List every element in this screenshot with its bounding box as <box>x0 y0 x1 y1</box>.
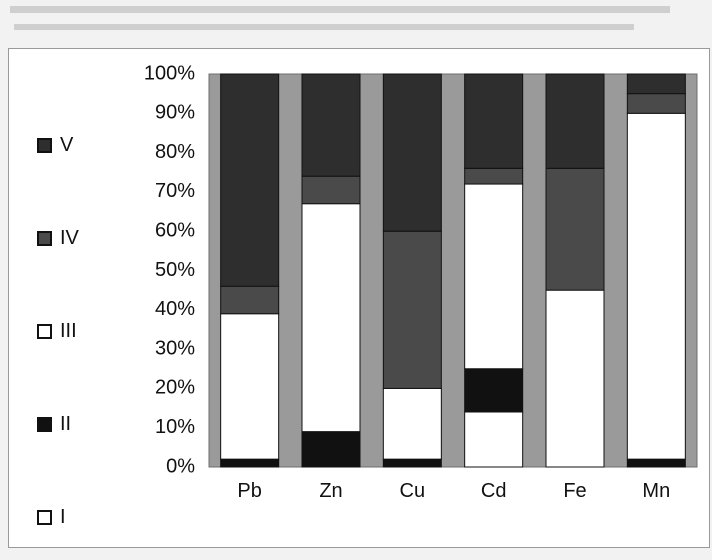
legend-label: V <box>60 134 74 156</box>
chart-panel: 0% 10% 20% 30% 40% 50% 60% 70% 80% 90% 100% Pb Zn Cu… <box>8 48 710 548</box>
y-tick-label: 30% <box>155 337 195 359</box>
legend-swatch <box>37 510 52 525</box>
legend-item-iii: III <box>37 320 77 343</box>
plot-area <box>208 73 698 468</box>
x-tick-label: Zn <box>319 480 342 502</box>
bar-segment-fe-iii <box>545 289 605 468</box>
bar-segment-zn-iii <box>301 203 361 433</box>
legend-label: IV <box>60 227 79 249</box>
legend-item-ii: II <box>37 413 71 436</box>
bar-segment-pb-v <box>220 73 280 287</box>
plot-background <box>208 73 698 468</box>
bar-segment-cd-v <box>464 73 524 169</box>
legend-item-v: V <box>37 134 73 157</box>
bar-segment-zn-v <box>301 73 361 177</box>
bar-segment-pb-iii <box>220 313 280 460</box>
bar-segment-cu-iv <box>382 230 442 389</box>
legend-label: II <box>60 413 72 435</box>
bar-segment-fe-v <box>545 73 605 169</box>
y-tick-label: 60% <box>155 219 195 241</box>
bar-segment-pb-ii <box>220 458 280 468</box>
x-axis-ticks: Pb Zn Cu Cd Fe Mn <box>237 480 670 502</box>
y-tick-label: 10% <box>155 416 195 438</box>
legend-item-iv: IV <box>37 227 79 250</box>
bar-segment-zn-iv <box>301 175 361 205</box>
bar-segment-cd-ii <box>464 368 524 413</box>
bar-segment-mn-iv <box>626 93 686 114</box>
bar-segment-cd-i <box>464 411 524 468</box>
x-tick-label: Cd <box>481 480 507 502</box>
legend-label: I <box>60 506 66 528</box>
bar-segment-mn-iii <box>626 112 686 460</box>
y-axis-ticks: 0% 10% 20% 30% 40% 50% 60% 70% 80% 90% 100% <box>144 62 195 477</box>
y-tick-label: 90% <box>155 102 195 124</box>
y-tick-label: 70% <box>155 180 195 202</box>
legend-swatch <box>37 138 52 153</box>
bar-segment-cd-iii <box>464 183 524 370</box>
y-tick-label: 20% <box>155 377 195 399</box>
bar-segment-cu-iii <box>382 387 442 460</box>
bar-segment-fe-iv <box>545 167 605 291</box>
stacked-bar-chart: 0% 10% 20% 30% 40% 50% 60% 70% 80% 90% 100% Pb Zn Cu… <box>144 62 698 502</box>
y-tick-label: 80% <box>155 141 195 163</box>
y-tick-label: 40% <box>155 298 195 320</box>
bar-segment-zn-ii <box>301 431 361 468</box>
legend-swatch <box>37 324 52 339</box>
bar-segment-pb-iv <box>220 285 280 315</box>
legend-swatch <box>37 231 52 246</box>
bar-segment-cd-iv <box>464 167 524 185</box>
legend-item-i: I <box>37 506 66 529</box>
bar-segment-mn-ii <box>626 458 686 468</box>
y-tick-label: 0% <box>166 455 195 477</box>
x-tick-label: Pb <box>237 480 261 502</box>
x-tick-label: Mn <box>642 480 670 502</box>
bar-segment-cu-v <box>382 73 442 232</box>
bar-segment-cu-ii <box>382 458 442 468</box>
bar-segment-mn-v <box>626 73 686 95</box>
x-tick-label: Cu <box>400 480 426 502</box>
y-tick-label: 100% <box>144 62 195 84</box>
legend-swatch <box>37 417 52 432</box>
legend-label: III <box>60 320 77 342</box>
x-tick-label: Fe <box>563 480 586 502</box>
y-tick-label: 50% <box>155 259 195 281</box>
